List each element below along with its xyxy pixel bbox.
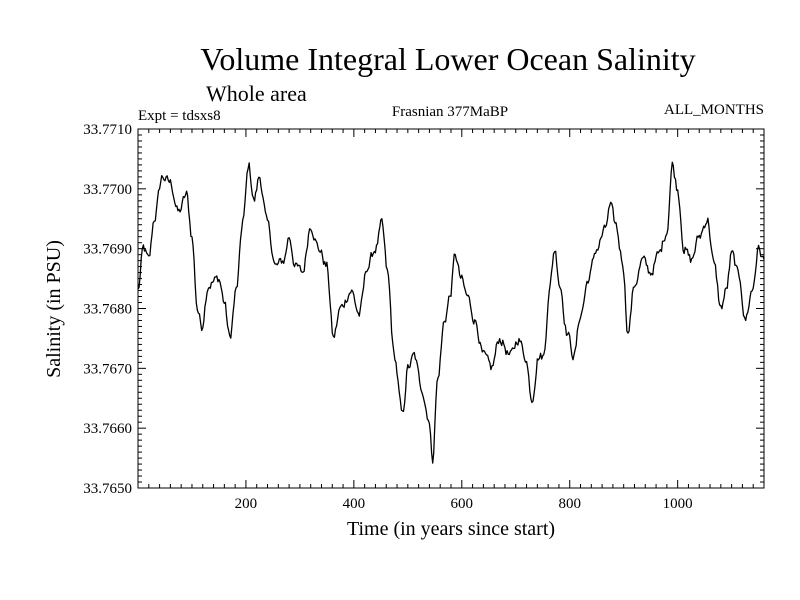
chart-subtitle: Whole area [206,81,307,106]
x-tick-label: 400 [343,496,366,512]
x-tick-label: 600 [451,496,474,512]
y-tick-label: 33.7670 [83,361,132,377]
x-tick-label: 1000 [663,496,693,512]
annotation-months: ALL_MONTHS [664,102,764,118]
y-axis: 33.7650 33.7660 33.7670 33.7680 33.7690 33.77… [83,122,764,497]
y-tick-label: 33.7710 [83,122,132,138]
y-tick-label: 33.7650 [83,481,132,497]
y-tick-label: 33.7680 [83,302,132,318]
x-tick-label: 800 [558,496,581,512]
y-axis-label: Salinity (in PSU) [43,240,65,378]
chart-title: Volume Integral Lower Ocean Salinity [200,41,695,77]
annotation-experiment: Expt = tdsxs8 [138,108,221,124]
y-tick-label: 33.7690 [83,242,132,258]
annotation-period: Frasnian 377MaBP [392,104,508,120]
y-tick-label: 33.7660 [83,421,132,437]
x-axis-label: Time (in years since start) [347,518,555,540]
x-axis: 200 400 600 800 1000 [148,129,765,512]
salinity-series-line [137,161,765,464]
x-tick-label: 200 [235,496,258,512]
y-tick-label: 33.7700 [83,182,132,198]
